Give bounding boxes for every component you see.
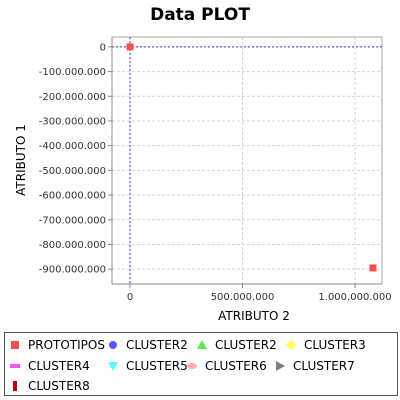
y-tick-label: -600.000.000 [39,191,106,202]
legend-item: CLUSTER7 [274,357,355,375]
legend-label: CLUSTER5 [126,359,188,373]
y-tick-label: -300.000.000 [39,116,106,127]
legend-row: CLUSTER4 CLUSTER5 CLUSTER6 CLUSTER7 [5,357,397,375]
legend-item: CLUSTER3 [285,336,366,354]
legend-marker-icon [107,339,126,351]
legend-item: CLUSTER5 [107,357,188,375]
y-tick-label: -100.000.000 [39,67,106,78]
legend-label: CLUSTER2 [126,338,188,352]
y-tick-label: -800.000.000 [39,240,106,251]
legend-label: PROTOTIPOS [28,338,105,352]
legend-item: CLUSTER2 [196,336,277,354]
legend-label: CLUSTER3 [304,338,366,352]
plot-background [111,36,383,285]
y-axis-title: ATRIBUTO 1 [14,124,28,196]
legend-label: CLUSTER6 [205,359,267,373]
legend-label: CLUSTER8 [28,379,90,393]
y-tick-label: -900.000.000 [39,265,106,276]
legend-marker-icon [186,360,205,372]
legend-marker-icon [9,380,28,392]
legend-row: CLUSTER8 [5,377,397,395]
legend-label: CLUSTER2 [215,338,277,352]
legend-item: PROTOTIPOS [9,336,105,354]
legend-marker-icon [196,339,215,351]
x-tick-label: 500.000.000 [211,292,275,303]
legend-item: CLUSTER6 [186,357,267,375]
legend-marker-icon [285,339,304,351]
legend-item: CLUSTER4 [9,357,90,375]
x-tick-label: 0 [127,292,133,303]
legend-item: CLUSTER2 [107,336,188,354]
legend-marker-icon [274,360,293,372]
x-tick-label: 1.000.000.000 [318,292,391,303]
legend-row: PROTOTIPOS CLUSTER2 CLUSTER2 CLUSTER3 [5,336,397,354]
chart-title: Data PLOT [150,5,250,25]
chart-legend: PROTOTIPOS CLUSTER2 CLUSTER2 CLUSTER3 CLUST… [4,332,398,396]
legend-marker-icon [9,339,28,351]
legend-marker-icon [9,360,28,372]
y-tick-label: -700.000.000 [39,215,106,226]
y-tick-label: -400.000.000 [39,141,106,152]
legend-label: CLUSTER7 [293,359,355,373]
x-axis-title: ATRIBUTO 2 [218,309,290,323]
y-tick-label: 0 [100,42,106,53]
data-point [369,264,377,272]
legend-item: CLUSTER8 [9,377,90,395]
plot-area: 0 -100.000.000 -200.000.000 -300.000.000 -40… [39,36,392,303]
legend-label: CLUSTER4 [28,359,90,373]
y-tick-label: -500.000.000 [39,166,106,177]
data-point [126,43,134,51]
legend-marker-icon [107,360,126,372]
y-tick-label: -200.000.000 [39,92,106,103]
